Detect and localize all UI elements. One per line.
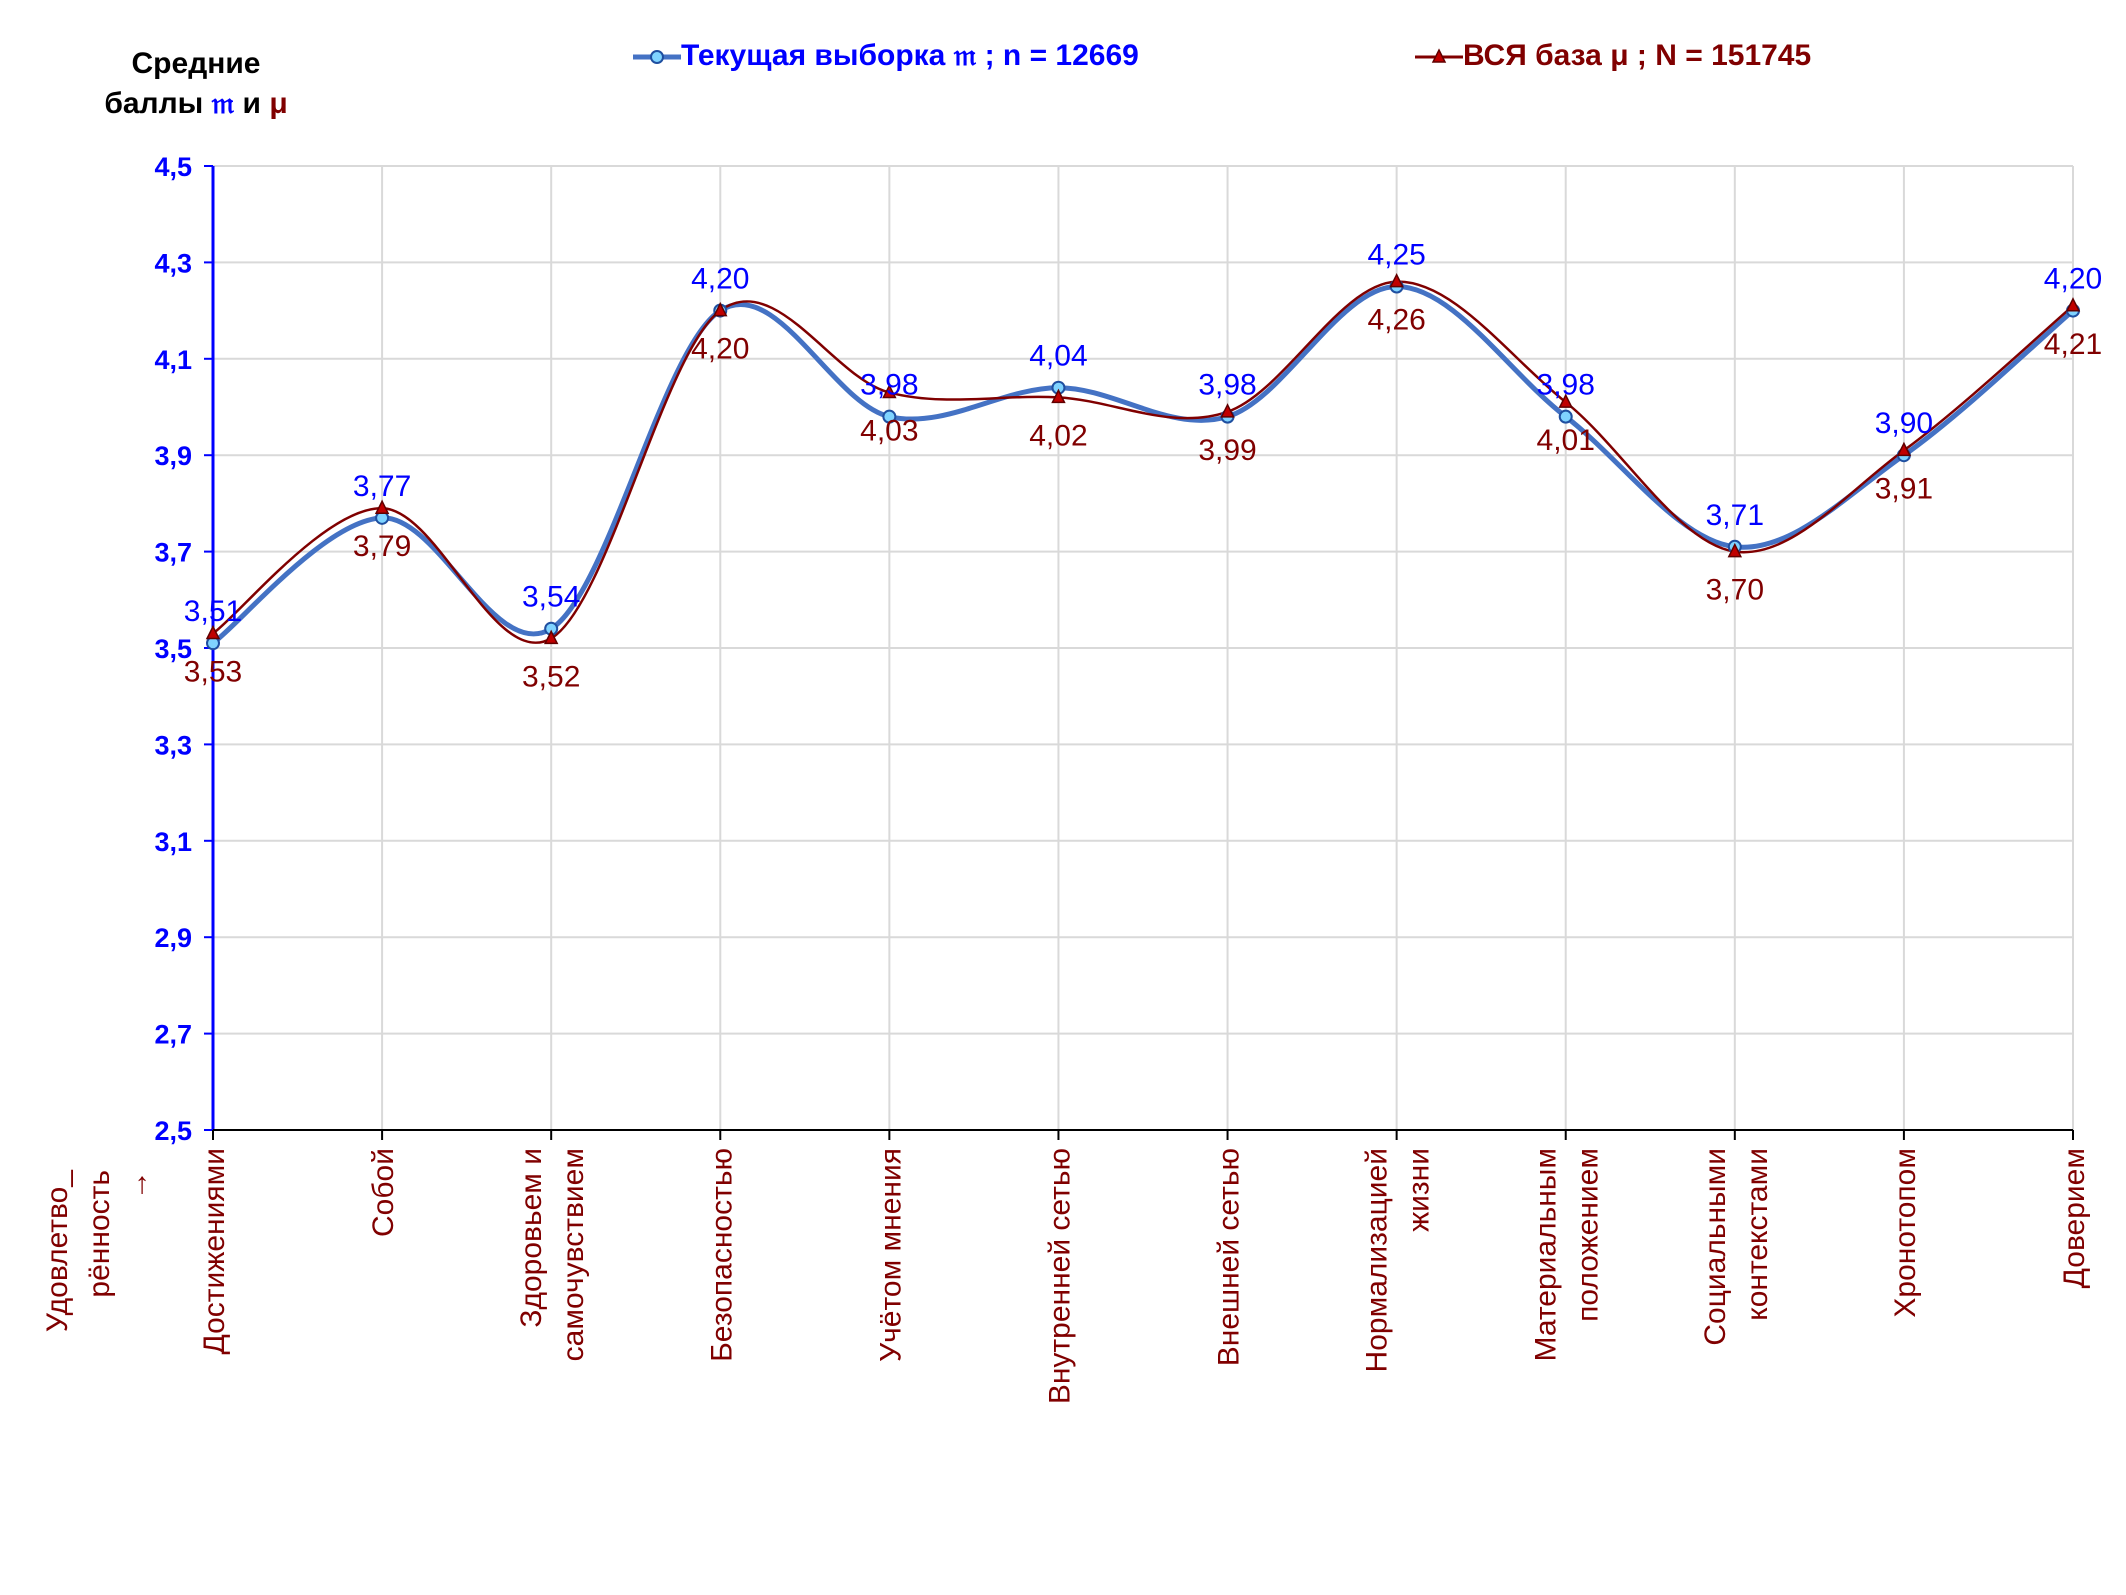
legend-label-base: ВСЯ база μ ; N = 151745 [1463,39,1812,72]
data-label-current: 3,90 [1875,407,1933,440]
data-label-current: 3,77 [353,470,411,503]
point-base [882,383,897,399]
data-label-base: 4,20 [691,333,749,366]
x-axis-title-line: → [121,1170,154,1200]
x-tick-label: Безопасностью [705,1148,738,1362]
data-label-current: 3,98 [1198,369,1256,402]
current-sample-symbol: 𝔪 [211,87,235,120]
data-label-base: 3,79 [353,530,411,563]
x-tick-label: жизни [1403,1148,1436,1232]
data-label-current: 3,98 [1537,369,1595,402]
point-base [374,499,390,514]
y-tick-label: 3,1 [154,827,192,857]
data-label-base: 3,52 [522,660,580,693]
x-tick-label: Социальными [1699,1148,1732,1346]
y-axis-title-and: и [242,87,261,120]
y-axis-title-line1: Средние [131,47,261,80]
data-label-base: 3,99 [1198,434,1256,467]
point-base [1896,441,1912,457]
y-tick-label: 4,5 [154,152,192,182]
data-label-current: 4,20 [691,263,749,296]
point-base [713,301,728,317]
data-label-current: 3,71 [1706,499,1764,532]
point-base [1389,273,1404,288]
data-label-base: 3,53 [184,656,242,689]
data-label-current: 3,51 [184,595,242,628]
y-tick-label: 2,5 [154,1116,192,1146]
legend-item-base: ВСЯ база μ ; N = 151745 [1415,36,1811,76]
point-current [882,409,897,424]
data-label-base: 4,02 [1029,419,1087,452]
legend-marker-current-icon [633,50,681,65]
x-tick-label: Нормализацией [1361,1148,1394,1372]
x-axis-title-line: Удовлетво_ [41,1169,74,1332]
data-label-base: 4,03 [860,415,918,448]
y-axis-title-word: баллы [104,87,204,120]
legend-marker-base-icon [1415,48,1463,63]
point-base [1558,393,1573,408]
x-axis-title-line: рённость [83,1170,116,1298]
x-tick-label: Хронотопом [1889,1148,1922,1318]
data-label-current: 4,04 [1029,340,1087,373]
data-label-current: 4,20 [2044,263,2102,296]
series-line-current [211,283,2075,646]
point-base [1727,542,1743,558]
y-tick-label: 2,9 [154,923,192,953]
y-tick-label: 4,1 [154,345,192,375]
x-tick-label: Доверием [2058,1148,2091,1288]
point-base [2065,297,2081,312]
x-tick-label: Внешней сетью [1213,1148,1246,1366]
y-tick-label: 2,7 [154,1020,192,1050]
data-label-base: 4,21 [2044,328,2102,361]
x-tick-label: самочувствием [557,1148,590,1361]
data-label-current: 4,25 [1367,239,1425,272]
base-symbol: μ [269,87,288,120]
data-label-base: 4,26 [1367,304,1425,337]
point-base [1220,403,1235,418]
x-tick-label: положением [1572,1148,1605,1322]
y-tick-label: 4,3 [154,248,192,278]
data-label-base: 3,91 [1875,472,1933,505]
y-tick-label: 3,7 [154,538,192,568]
legend-item-current: Текущая выборка 𝔪 ; n = 12669 [633,36,1139,76]
x-tick-label: контекстами [1741,1148,1774,1321]
y-tick-label: 3,9 [154,441,192,471]
point-current [1558,409,1573,424]
data-label-current: 3,54 [522,581,580,614]
y-tick-label: 3,5 [154,634,192,664]
point-base [205,624,221,640]
x-tick-label: Собой [367,1148,400,1237]
series-line-base [212,280,2074,644]
x-tick-label: Учётом мнения [874,1148,907,1362]
data-label-base: 3,70 [1706,574,1764,607]
point-base [1051,388,1066,404]
data-label-current: 3,98 [860,369,918,402]
y-axis-title: Средние баллы 𝔪 и μ [96,44,296,124]
point-base [543,629,559,645]
data-label-base: 4,01 [1537,424,1595,457]
legend-label-current: Текущая выборка 𝔪 ; n = 12669 [681,39,1139,72]
x-tick-label: Здоровьем и [515,1148,548,1328]
y-axis-title-line2: баллы 𝔪 и μ [96,84,296,124]
x-tick-label: Материальным [1530,1148,1563,1361]
x-tick-label: Достижениями [198,1148,231,1355]
x-tick-label: Внутренней сетью [1043,1148,1076,1404]
y-tick-label: 3,3 [154,730,192,760]
